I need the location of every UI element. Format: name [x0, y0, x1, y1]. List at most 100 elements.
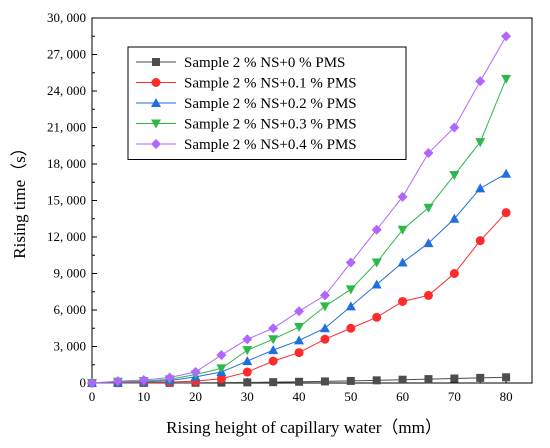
- data-point: [475, 138, 486, 148]
- data-point: [216, 374, 226, 384]
- x-tick-label: 20: [189, 389, 202, 404]
- data-point: [242, 334, 253, 345]
- data-point: [346, 376, 355, 385]
- series-2: [87, 168, 512, 387]
- data-point: [319, 323, 330, 333]
- data-point: [269, 378, 278, 387]
- data-point: [371, 258, 382, 268]
- data-point: [268, 356, 278, 366]
- data-point: [164, 372, 175, 383]
- data-point: [423, 238, 434, 248]
- x-tick-label: 0: [89, 389, 96, 404]
- data-point: [423, 203, 434, 213]
- legend-item: Sample 2 % NS+0.2 % PMS: [136, 96, 357, 112]
- x-tick-label: 50: [344, 389, 357, 404]
- data-point: [371, 279, 382, 289]
- y-tick-label: 27, 000: [47, 47, 86, 62]
- legend: Sample 2 % NS+0 % PMS Sample 2 % NS+0.1 %…: [127, 46, 407, 160]
- data-point: [294, 306, 305, 317]
- data-point: [397, 257, 408, 267]
- x-axis-ticks: 0 10 20 30 40 50 60 70 80: [89, 378, 513, 404]
- y-tick-label: 21, 000: [47, 120, 86, 135]
- data-point: [372, 376, 381, 385]
- legend-label: Sample 2 % NS+0.1 % PMS: [184, 76, 357, 92]
- data-point: [294, 348, 304, 358]
- data-point: [268, 335, 279, 345]
- data-point: [398, 296, 408, 306]
- legend-marker: [151, 98, 161, 107]
- data-point: [475, 236, 485, 246]
- data-point: [449, 213, 460, 223]
- series-4: [87, 31, 512, 388]
- data-point: [294, 323, 305, 333]
- data-point: [397, 225, 408, 235]
- legend-label: Sample 2 % NS+0.3 % PMS: [184, 117, 357, 133]
- series-line: [91, 212, 507, 384]
- x-tick-label: 30: [241, 389, 254, 404]
- data-point: [345, 301, 356, 311]
- legend-item: Sample 2 % NS+0.1 % PMS: [136, 76, 357, 92]
- y-tick-label: 24, 000: [47, 83, 86, 98]
- x-tick-label: 40: [293, 389, 306, 404]
- data-point: [475, 183, 486, 193]
- legend-marker: [151, 78, 161, 87]
- series-0: [88, 373, 511, 387]
- data-point: [423, 148, 434, 159]
- data-point: [319, 302, 330, 312]
- data-point: [501, 168, 512, 178]
- data-point: [424, 375, 433, 384]
- data-point: [190, 367, 201, 378]
- data-point: [243, 378, 252, 387]
- data-point: [112, 376, 123, 387]
- data-point: [449, 122, 460, 133]
- series-1: [87, 208, 511, 388]
- legend-label: Sample 2 % NS+0 % PMS: [184, 55, 345, 71]
- legend-item: Sample 2 % NS+0.3 % PMS: [136, 117, 357, 133]
- data-point: [475, 76, 486, 87]
- y-tick-label: 6, 000: [54, 302, 87, 317]
- data-point: [295, 377, 304, 386]
- x-tick-label: 80: [500, 389, 513, 404]
- y-tick-label: 15, 000: [47, 193, 86, 208]
- y-tick-label: 18, 000: [47, 156, 86, 171]
- data-point: [242, 356, 253, 366]
- data-point: [501, 31, 512, 42]
- data-point: [242, 367, 252, 377]
- y-tick-label: 12, 000: [47, 229, 86, 244]
- data-point: [346, 323, 356, 333]
- data-point: [501, 208, 511, 218]
- data-point: [345, 257, 356, 268]
- y-tick-label: 9, 000: [54, 266, 87, 281]
- y-tick-label: 0: [80, 375, 87, 390]
- legend-label: Sample 2 % NS+0.2 % PMS: [184, 96, 357, 112]
- y-axis-label: Rising time（s）: [10, 139, 29, 258]
- data-point: [502, 373, 511, 382]
- data-point: [87, 378, 97, 388]
- data-point: [371, 224, 382, 235]
- legend-item: Sample 2 % NS+0 % PMS: [136, 55, 345, 71]
- data-point: [501, 74, 512, 84]
- data-point: [216, 350, 227, 361]
- data-point: [398, 375, 407, 384]
- data-point: [449, 170, 460, 180]
- data-point: [320, 377, 329, 386]
- data-point: [294, 335, 305, 345]
- data-point: [345, 285, 356, 295]
- legend-label: Sample 2 % NS+0.4 % PMS: [184, 137, 357, 153]
- data-point: [450, 374, 459, 383]
- data-point: [319, 290, 330, 301]
- y-axis-ticks: 0 3, 000 6, 000 9, 000 12, 000 15, 000 18, 000…: [47, 10, 97, 390]
- legend-marker: [152, 58, 160, 66]
- x-axis-label: Rising height of capillary water（mm）: [166, 418, 442, 437]
- data-point: [372, 312, 382, 322]
- data-point: [268, 323, 279, 334]
- x-tick-label: 10: [137, 389, 150, 404]
- x-tick-label: 60: [396, 389, 409, 404]
- data-point: [320, 334, 330, 344]
- data-point: [423, 290, 433, 300]
- data-point: [216, 364, 227, 374]
- data-point: [397, 191, 408, 202]
- series-group: [87, 31, 512, 388]
- legend-marker: [151, 119, 161, 129]
- x-tick-label: 70: [448, 389, 461, 404]
